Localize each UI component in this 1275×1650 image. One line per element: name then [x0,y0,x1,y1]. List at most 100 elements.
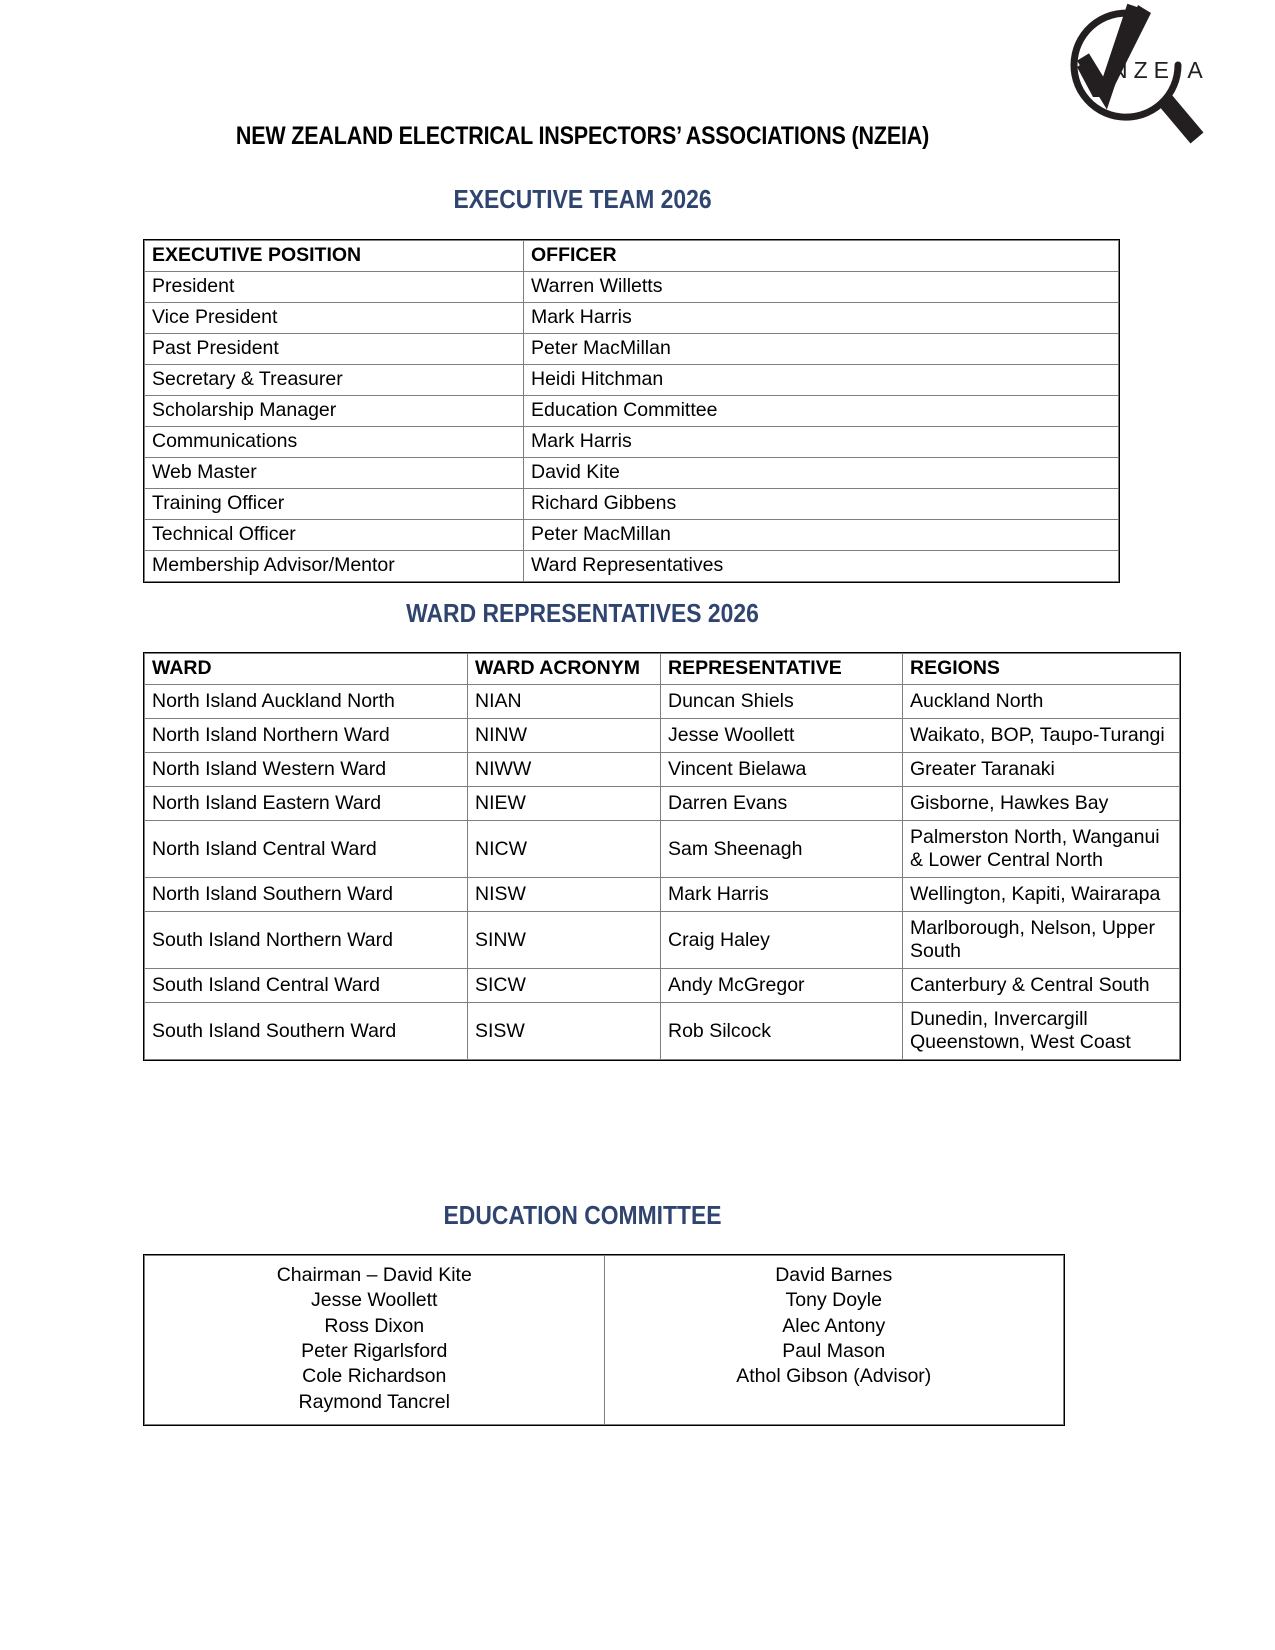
education-member-name: Paul Mason [782,1340,886,1363]
column-header-officer: OFFICER [523,240,1119,272]
regions-cell: Canterbury & Central South [902,968,1180,1003]
ward-name-cell: North Island Southern Ward [144,877,468,912]
executive-position-cell: Training Officer [144,488,524,520]
representative-cell: Mark Harris [660,877,903,912]
education-member-name: Alec Antony [782,1314,886,1337]
column-header-regions: REGIONS [902,653,1180,685]
education-member-name: Tony Doyle [785,1289,882,1312]
officer-cell: Peter MacMillan [523,519,1119,551]
table-row: President Warren Willetts [144,271,1119,303]
education-committee-table: Chairman – David Kite Jesse Woollett Ross … [143,1253,1065,1427]
column-header-ward-acronym: WARD ACRONYM [467,653,661,685]
ward-acronym-cell: SISW [467,1002,661,1060]
education-left-column: Chairman – David Kite Jesse Woollett Ross … [144,1254,605,1426]
officer-cell: Ward Representatives [523,550,1119,582]
ward-name-cell: North Island Northern Ward [144,718,468,753]
representative-cell: Vincent Bielawa [660,752,903,787]
officer-cell: Peter MacMillan [523,333,1119,365]
education-member-name: Raymond Tancrel [298,1390,450,1413]
table-row: Secretary & Treasurer Heidi Hitchman [144,364,1119,396]
executive-position-cell: Scholarship Manager [144,395,524,427]
table-row: Chairman – David Kite Jesse Woollett Ross … [144,1254,1064,1426]
column-header-representative: REPRESENTATIVE [660,653,903,685]
ward-name-cell: South Island Northern Ward [144,911,468,969]
officer-cell: Heidi Hitchman [523,364,1119,396]
executive-position-cell: Communications [144,426,524,458]
ward-representatives-heading: WARD REPRESENTATIVES 2026 [406,598,759,628]
table-row: Web Master David Kite [144,457,1119,489]
officer-cell: Mark Harris [523,426,1119,458]
education-member-name: Chairman – David Kite [276,1264,472,1286]
regions-cell: Auckland North [902,684,1180,719]
column-header-ward: WARD [144,653,468,685]
ward-name-cell: South Island Central Ward [144,968,468,1003]
regions-cell: Greater Taranaki [902,752,1180,787]
document-title: NEW ZEALAND ELECTRICAL INSPECTORS’ ASSOC… [235,122,930,150]
table-row: Past President Peter MacMillan [144,333,1119,365]
executive-position-cell: President [144,271,524,303]
table-row: South Island Northern Ward SINW Craig Hale… [144,911,1180,969]
table-row: South Island Southern Ward SISW Rob Silcoc… [144,1002,1180,1060]
executive-position-cell: Secretary & Treasurer [144,364,524,396]
officer-cell: Warren Willetts [523,271,1119,303]
ward-name-cell: North Island Auckland North [144,684,468,719]
regions-cell: Dunedin, Invercargill Queenstown, West C… [902,1002,1180,1060]
education-member-name: Cole Richardson [302,1365,447,1388]
magnifier-check-logo: NZEIA [1070,3,1208,144]
regions-cell: Gisborne, Hawkes Bay [902,786,1180,821]
table-row: North Island Southern Ward NISW Mark Harri… [144,877,1180,912]
executive-position-cell: Vice President [144,302,524,334]
ward-acronym-cell: SINW [467,911,661,969]
officer-cell: Mark Harris [523,302,1119,334]
logo-wordmark: NZEIA [1111,57,1208,83]
nzeia-logo: NZEIA [1033,0,1208,155]
education-member-name: Athol Gibson (Advisor) [736,1365,932,1388]
table-row: Training Officer Richard Gibbens [144,488,1119,520]
table-row: North Island Central Ward NICW Sam Sheenag… [144,820,1180,878]
regions-cell: Palmerston North, Wanganui & Lower Centr… [902,820,1180,878]
ward-acronym-cell: NINW [467,718,661,753]
table-row: Membership Advisor/Mentor Ward Representa… [144,550,1119,582]
education-member-name: Peter Rigarlsford [301,1340,448,1363]
table-row: Technical Officer Peter MacMillan [144,519,1119,551]
table-row: Scholarship Manager Education Committee [144,395,1119,427]
regions-cell: Waikato, BOP, Taupo-Turangi [902,718,1180,753]
ward-acronym-cell: NICW [467,820,661,878]
representative-cell: Duncan Shiels [660,684,903,719]
ward-acronym-cell: NISW [467,877,661,912]
ward-name-cell: North Island Central Ward [144,820,468,878]
ward-acronym-cell: NIAN [467,684,661,719]
regions-cell: Marlborough, Nelson, Upper South [902,911,1180,969]
representative-cell: Jesse Woollett [660,718,903,753]
column-header-executive-position: EXECUTIVE POSITION [144,240,524,272]
education-member-name: David Barnes [775,1264,893,1286]
executive-position-cell: Past President [144,333,524,365]
executive-team-heading: EXECUTIVE TEAM 2026 [453,184,712,214]
executive-position-cell: Web Master [144,457,524,489]
officer-cell: Richard Gibbens [523,488,1119,520]
executive-position-cell: Membership Advisor/Mentor [144,550,524,582]
education-right-column: David Barnes Tony Doyle Alec Antony Paul Ma… [603,1254,1064,1426]
ward-name-cell: North Island Western Ward [144,752,468,787]
officer-cell: David Kite [523,457,1119,489]
representative-cell: Darren Evans [660,786,903,821]
executive-team-table: EXECUTIVE POSITION OFFICER President Warr… [143,239,1120,583]
table-row: North Island Eastern Ward NIEW Darren Evan… [144,786,1180,821]
table-header-row: WARD WARD ACRONYM REPRESENTATIVE REGIONS [144,653,1180,685]
table-header-row: EXECUTIVE POSITION OFFICER [144,240,1119,272]
representative-cell: Andy McGregor [660,968,903,1003]
table-row: South Island Central Ward SICW Andy McGreg… [144,968,1180,1003]
ward-name-cell: North Island Eastern Ward [144,786,468,821]
officer-cell: Education Committee [523,395,1119,427]
ward-representatives-table: WARD WARD ACRONYM REPRESENTATIVE REGIONS… [143,652,1181,1061]
education-member-name: Ross Dixon [324,1314,425,1337]
regions-cell: Wellington, Kapiti, Wairarapa [902,877,1180,912]
table-row: North Island Western Ward NIWW Vincent Bie… [144,752,1180,787]
ward-acronym-cell: NIWW [467,752,661,787]
representative-cell: Sam Sheenagh [660,820,903,878]
ward-acronym-cell: NIEW [467,786,661,821]
table-row: Vice President Mark Harris [144,302,1119,334]
table-row: Communications Mark Harris [144,426,1119,458]
representative-cell: Rob Silcock [660,1002,903,1060]
table-row: North Island Northern Ward NINW Jesse Wool… [144,718,1180,753]
